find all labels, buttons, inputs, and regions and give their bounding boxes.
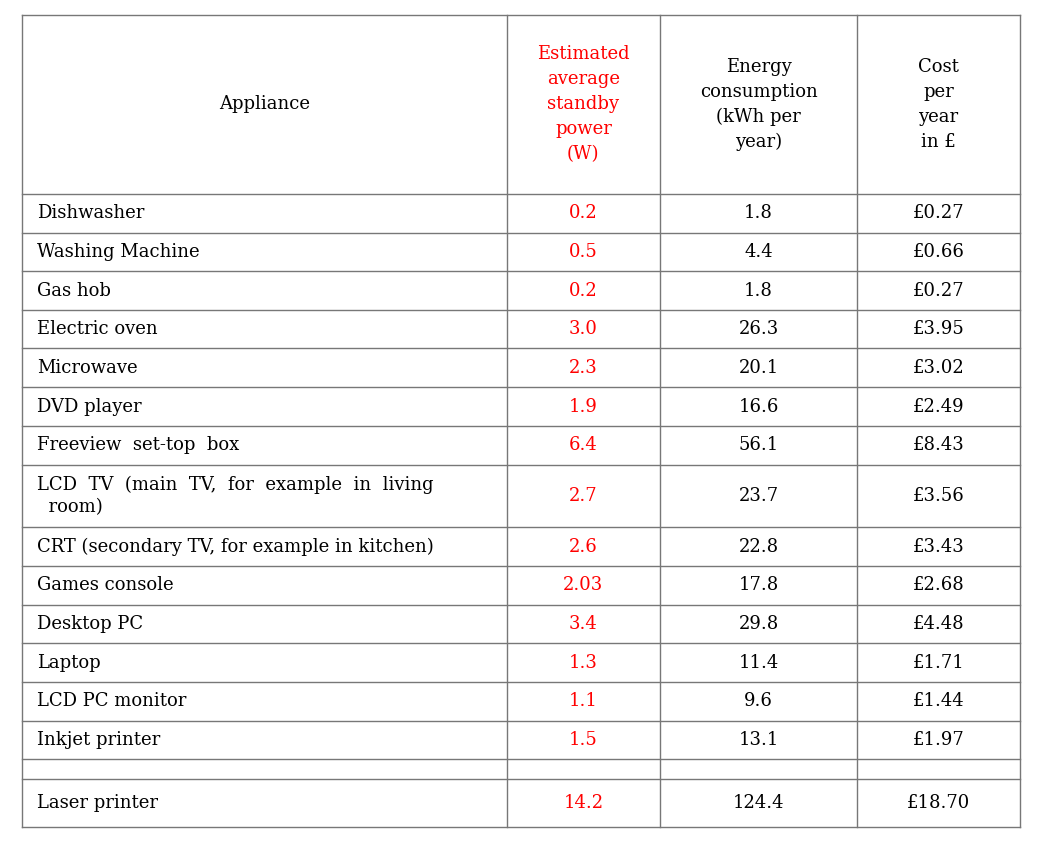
Text: Electric oven: Electric oven [36,320,157,338]
Text: 3.0: 3.0 [569,320,598,338]
Text: Laptop: Laptop [36,653,100,672]
Text: Washing Machine: Washing Machine [36,242,199,261]
Text: Desktop PC: Desktop PC [36,615,143,633]
Text: £1.44: £1.44 [913,692,964,711]
Text: 1.1: 1.1 [569,692,598,711]
Text: 1.8: 1.8 [744,281,773,300]
Text: 9.6: 9.6 [744,692,773,711]
Text: Microwave: Microwave [36,359,138,377]
Text: CRT (secondary TV, for example in kitchen): CRT (secondary TV, for example in kitche… [36,537,433,556]
Text: Cost
per
year
in £: Cost per year in £ [918,58,959,151]
Text: Estimated
average
standby
power
(W): Estimated average standby power (W) [537,45,629,163]
Text: 23.7: 23.7 [739,487,778,505]
Text: 56.1: 56.1 [739,436,778,454]
Text: £2.49: £2.49 [913,397,964,415]
Text: 26.3: 26.3 [739,320,778,338]
Text: £3.56: £3.56 [913,487,964,505]
Text: 2.7: 2.7 [569,487,598,505]
Text: Energy
consumption
(kWh per
year): Energy consumption (kWh per year) [699,57,817,152]
Text: 1.5: 1.5 [569,731,598,749]
Text: 17.8: 17.8 [739,576,778,594]
Text: 13.1: 13.1 [739,731,778,749]
Text: 3.4: 3.4 [569,615,598,633]
Text: DVD player: DVD player [36,397,142,415]
Text: Inkjet printer: Inkjet printer [36,731,159,749]
Text: £8.43: £8.43 [913,436,964,454]
Text: Appliance: Appliance [219,95,309,114]
Text: 6.4: 6.4 [569,436,598,454]
Text: 2.6: 2.6 [569,538,598,556]
Text: £0.66: £0.66 [913,242,964,261]
Text: 16.6: 16.6 [739,397,778,415]
Text: £1.97: £1.97 [913,731,964,749]
Text: LCD  TV  (main  TV,  for  example  in  living
  room): LCD TV (main TV, for example in living r… [36,476,433,516]
Text: 2.3: 2.3 [569,359,598,377]
Text: 0.2: 0.2 [569,281,598,300]
Text: 22.8: 22.8 [739,538,778,556]
Text: 29.8: 29.8 [739,615,778,633]
Text: 124.4: 124.4 [733,794,785,812]
Text: £4.48: £4.48 [913,615,964,633]
Text: Dishwasher: Dishwasher [36,204,144,222]
Text: Gas hob: Gas hob [36,281,110,300]
Text: £0.27: £0.27 [913,204,964,222]
Text: 4.4: 4.4 [744,242,773,261]
Text: 1.8: 1.8 [744,204,773,222]
Text: 20.1: 20.1 [739,359,778,377]
Text: 0.5: 0.5 [569,242,598,261]
Text: Freeview  set-top  box: Freeview set-top box [36,436,239,454]
Text: £3.02: £3.02 [913,359,964,377]
Text: 11.4: 11.4 [739,653,778,672]
Text: 1.3: 1.3 [569,653,598,672]
Text: £2.68: £2.68 [913,576,964,594]
Text: £18.70: £18.70 [907,794,970,812]
Text: Laser printer: Laser printer [36,794,157,812]
Text: Games console: Games console [36,576,173,594]
Text: 1.9: 1.9 [569,397,598,415]
Text: £1.71: £1.71 [913,653,964,672]
Text: LCD PC monitor: LCD PC monitor [36,692,187,711]
Text: £3.43: £3.43 [913,538,964,556]
Text: 2.03: 2.03 [564,576,603,594]
Text: 14.2: 14.2 [564,794,603,812]
Text: £0.27: £0.27 [913,281,964,300]
Text: 0.2: 0.2 [569,204,598,222]
Text: £3.95: £3.95 [913,320,964,338]
